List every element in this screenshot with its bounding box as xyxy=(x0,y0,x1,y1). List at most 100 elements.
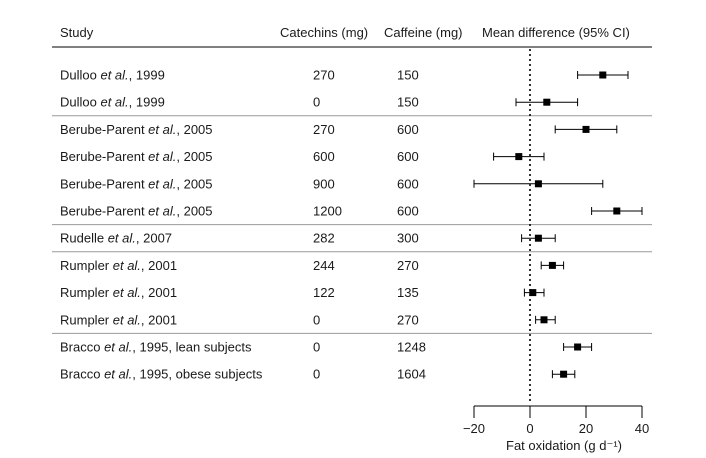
study-etal: et al. xyxy=(109,285,141,300)
header-caffeine: Caffeine (mg) xyxy=(384,25,463,40)
study-year: , 2005 xyxy=(176,204,212,219)
study-year: , 2005 xyxy=(176,176,212,191)
study-label: Dulloo et al., 1999 xyxy=(60,95,165,110)
mean-point xyxy=(599,71,607,79)
caffeine-value: 270 xyxy=(397,258,419,273)
study-author: Dulloo xyxy=(60,95,97,110)
mean-point xyxy=(582,125,590,133)
mean-point xyxy=(515,153,523,161)
study-etal: et al. xyxy=(145,122,177,137)
catechins-value: 244 xyxy=(313,258,335,273)
mean-point xyxy=(548,261,556,269)
header-catechins: Catechins (mg) xyxy=(280,25,368,40)
catechins-value: 0 xyxy=(313,340,320,355)
study-label: Bracco et al., 1995, lean subjects xyxy=(60,340,252,355)
study-label: Berube-Parent et al., 2005 xyxy=(60,204,213,219)
catechins-value: 600 xyxy=(313,149,335,164)
study-etal: et al. xyxy=(100,340,132,355)
study-author: Bracco xyxy=(60,367,100,382)
caffeine-value: 1604 xyxy=(397,367,426,382)
caffeine-value: 600 xyxy=(397,176,419,191)
study-author: Rumpler xyxy=(60,312,110,327)
caffeine-value: 600 xyxy=(397,204,419,219)
mean-point xyxy=(543,98,551,106)
study-etal: et al. xyxy=(104,231,136,246)
catechins-value: 1200 xyxy=(313,204,342,219)
catechins-value: 0 xyxy=(313,95,320,110)
caffeine-value: 135 xyxy=(397,285,419,300)
study-author: Rumpler xyxy=(60,285,110,300)
study-author: Berube-Parent xyxy=(60,149,145,164)
study-year: , 2001 xyxy=(141,312,177,327)
study-author: Dulloo xyxy=(60,68,97,83)
study-label: Rumpler et al., 2001 xyxy=(60,312,177,327)
x-axis: −20 0 20 40 Fat oxidation (g d⁻¹) xyxy=(463,405,649,453)
study-author: Berube-Parent xyxy=(60,204,145,219)
study-etal: et al. xyxy=(145,149,177,164)
mean-point xyxy=(560,370,568,378)
x-axis-label: Fat oxidation (g d⁻¹) xyxy=(506,438,622,453)
catechins-value: 282 xyxy=(313,231,335,246)
study-etal: et al. xyxy=(97,95,129,110)
caffeine-value: 270 xyxy=(397,312,419,327)
x-tick-label: 0 xyxy=(526,421,533,436)
header-study: Study xyxy=(60,25,94,40)
study-author: Rumpler xyxy=(60,258,110,273)
mean-point xyxy=(534,234,542,242)
caffeine-value: 150 xyxy=(397,95,419,110)
caffeine-value: 300 xyxy=(397,231,419,246)
study-label: Rudelle et al., 2007 xyxy=(60,231,172,246)
study-etal: et al. xyxy=(145,176,177,191)
study-etal: et al. xyxy=(109,258,141,273)
catechins-value: 270 xyxy=(313,122,335,137)
study-year: , 2007 xyxy=(136,231,172,246)
study-label: Dulloo et al., 1999 xyxy=(60,68,165,83)
catechins-value: 122 xyxy=(313,285,335,300)
group-separators xyxy=(52,115,652,334)
mean-point xyxy=(540,316,548,324)
mean-point xyxy=(574,343,582,351)
study-label: Berube-Parent et al., 2005 xyxy=(60,149,213,164)
study-year: , 1995, obese subjects xyxy=(132,367,263,382)
x-tick-label: 40 xyxy=(635,421,649,436)
x-tick-label: 20 xyxy=(579,421,593,436)
study-author: Rudelle xyxy=(60,231,104,246)
mean-point xyxy=(613,207,621,215)
study-author: Berube-Parent xyxy=(60,122,145,137)
study-etal: et al. xyxy=(97,68,129,83)
study-etal: et al. xyxy=(145,204,177,219)
caffeine-value: 1248 xyxy=(397,340,426,355)
caffeine-value: 600 xyxy=(397,122,419,137)
study-etal: et al. xyxy=(100,367,132,382)
study-year: , 2001 xyxy=(141,285,177,300)
catechins-value: 0 xyxy=(313,312,320,327)
study-year: , 1999 xyxy=(129,68,165,83)
catechins-value: 900 xyxy=(313,176,335,191)
study-year: , 2005 xyxy=(176,149,212,164)
study-label: Berube-Parent et al., 2005 xyxy=(60,176,213,191)
mean-point xyxy=(534,180,542,188)
caffeine-value: 150 xyxy=(397,68,419,83)
study-year: , 1995, lean subjects xyxy=(132,340,252,355)
caffeine-value: 600 xyxy=(397,149,419,164)
mean-point xyxy=(529,289,537,297)
study-year: , 1999 xyxy=(129,95,165,110)
study-author: Bracco xyxy=(60,340,100,355)
effect-marks xyxy=(473,71,643,379)
study-year: , 2001 xyxy=(141,258,177,273)
study-label: Bracco et al., 1995, obese subjects xyxy=(60,367,263,382)
study-year: , 2005 xyxy=(176,122,212,137)
x-tick-label: −20 xyxy=(463,421,485,436)
x-axis-ticks: −20 0 20 40 xyxy=(463,406,649,436)
study-label: Rumpler et al., 2001 xyxy=(60,258,177,273)
header-effect: Mean difference (95% CI) xyxy=(482,25,630,40)
study-etal: et al. xyxy=(109,312,141,327)
column-headers: Study Catechins (mg) Caffeine (mg) Mean … xyxy=(60,25,630,40)
catechins-value: 270 xyxy=(313,68,335,83)
study-author: Berube-Parent xyxy=(60,176,145,191)
study-label: Rumpler et al., 2001 xyxy=(60,285,177,300)
catechins-value: 0 xyxy=(313,367,320,382)
study-label: Berube-Parent et al., 2005 xyxy=(60,122,213,137)
